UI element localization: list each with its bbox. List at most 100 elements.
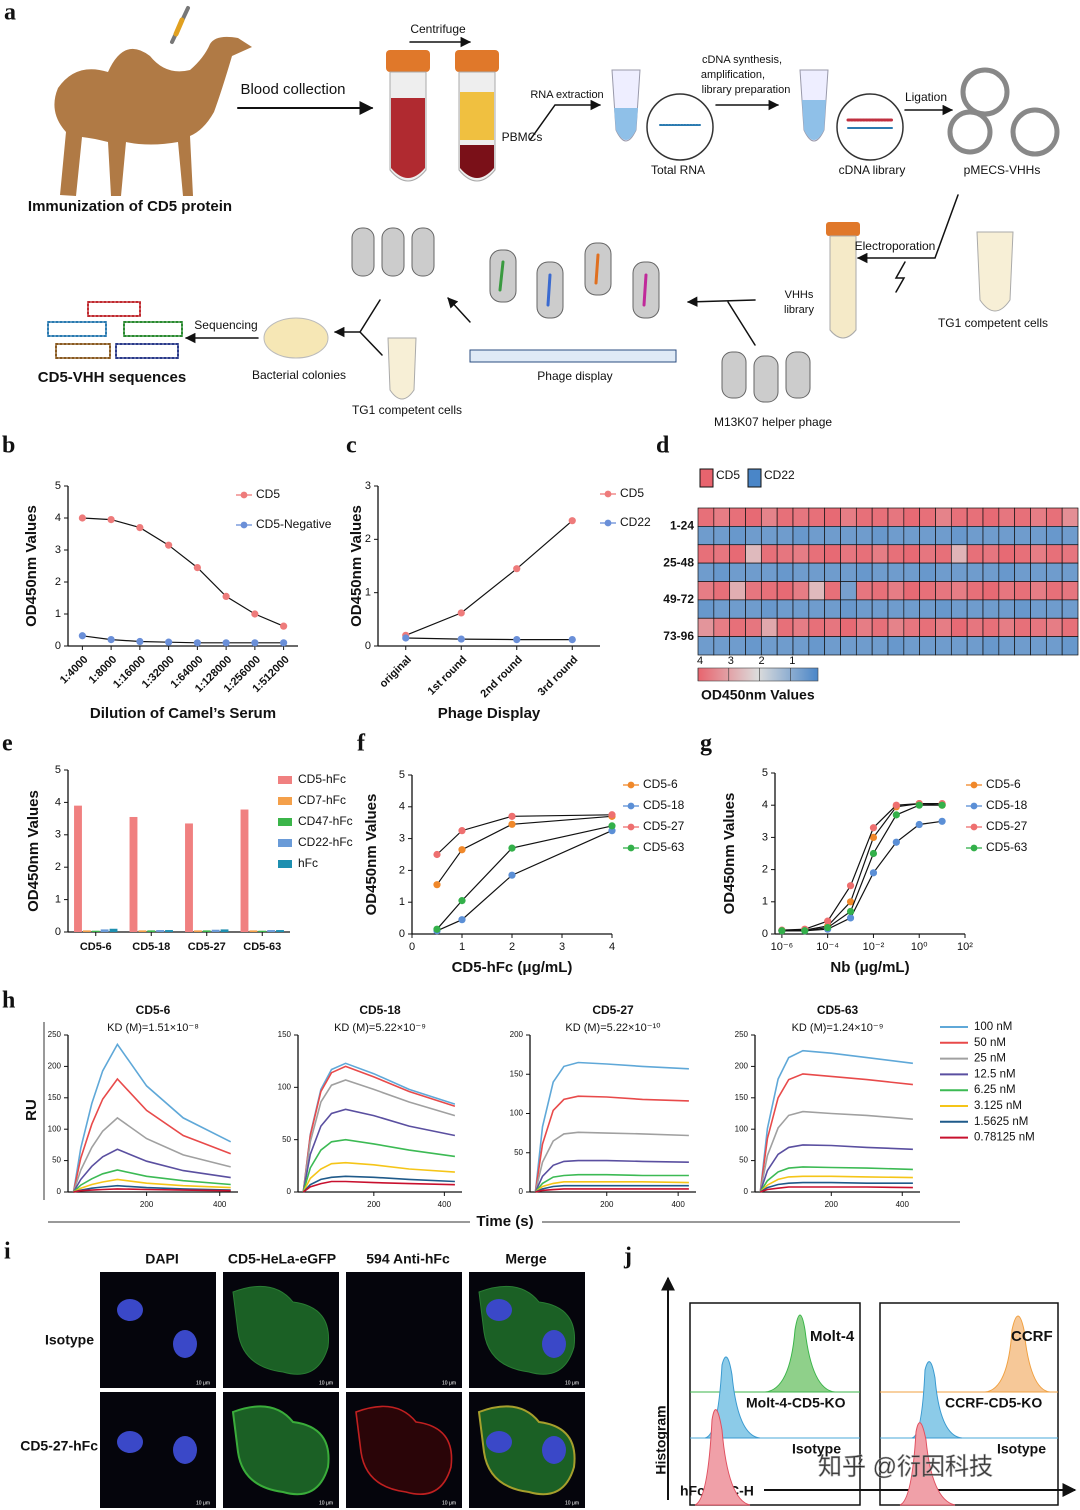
heat-cell	[919, 544, 936, 564]
heat-cell	[966, 507, 984, 527]
heat-cell	[745, 617, 762, 637]
column-header: DAPI	[145, 1251, 178, 1267]
y-axis-title: OD450nm Values	[23, 505, 40, 627]
heat-cell	[824, 507, 841, 527]
heat-cell	[808, 526, 826, 546]
heat-cell	[760, 562, 778, 582]
point	[846, 914, 855, 922]
legend-swatch	[278, 776, 292, 784]
bar	[211, 929, 220, 932]
heat-cell	[855, 526, 873, 546]
column-header: Merge	[505, 1251, 546, 1267]
heat-cell	[1061, 562, 1079, 582]
series-line	[534, 1095, 689, 1193]
panel-title: CD5-18	[359, 1003, 401, 1017]
point	[165, 541, 173, 549]
x-tick-label: 10⁻²	[863, 941, 885, 953]
heat-cell	[935, 599, 952, 619]
heat-cell	[919, 599, 936, 619]
legend-marker	[627, 844, 635, 852]
nucleus	[173, 1436, 197, 1464]
y-tick-label: 50	[739, 1156, 748, 1165]
series-line	[302, 1079, 456, 1193]
point	[568, 636, 576, 644]
y-tick-label: 0	[365, 640, 371, 652]
legend-label: CD5-27	[643, 819, 685, 833]
heat-cell	[760, 544, 778, 564]
heat-cell	[998, 544, 1016, 564]
bar	[249, 930, 258, 932]
x-tick-label: 10⁻⁴	[816, 941, 839, 953]
legend-label: CD5-6	[986, 777, 1021, 791]
heat-cell	[840, 581, 857, 601]
arrow	[686, 296, 756, 307]
vhh	[594, 253, 600, 285]
heat-cell	[824, 544, 841, 564]
point	[778, 927, 786, 935]
bar	[240, 809, 249, 932]
heat-cell	[982, 599, 1000, 619]
heat-cell	[713, 599, 731, 619]
heat-cell	[903, 544, 921, 564]
heat-cell	[903, 526, 921, 546]
heat-cell	[935, 617, 952, 637]
heat-cell	[887, 544, 905, 564]
series-line	[302, 1161, 455, 1193]
heat-cell	[966, 599, 984, 619]
series-line	[436, 814, 613, 855]
colorbar-tick-label: 3	[728, 655, 734, 667]
heat-cell	[729, 562, 746, 582]
heat-cell	[824, 526, 841, 546]
heat-cell	[950, 544, 968, 564]
y-tick-label: 2	[365, 533, 371, 545]
y-tick-label: 0	[744, 1187, 749, 1196]
point	[508, 844, 516, 852]
y-tick-label: 0	[55, 926, 61, 938]
point	[869, 849, 878, 858]
point	[458, 916, 466, 924]
y-tick-label: 5	[55, 480, 61, 492]
schematic-label: Centrifuge	[410, 22, 466, 36]
row-label: Isotype	[45, 1332, 94, 1348]
y-tick-label: 200	[48, 1062, 62, 1071]
legend-label: 0.78125 nM	[974, 1132, 1035, 1144]
syringe-fill	[173, 17, 185, 37]
micrograph: 10 μm	[346, 1272, 462, 1388]
series-line	[781, 803, 943, 931]
legend-label: CD5-Negative	[256, 517, 332, 531]
heat-cell	[760, 599, 778, 619]
point	[508, 820, 516, 828]
y-tick-label: 2	[399, 864, 405, 876]
point	[824, 923, 832, 932]
legend-label: CD22	[764, 468, 795, 482]
schematic-label: Total RNA	[651, 163, 705, 177]
y-tick-label: 200	[510, 1030, 524, 1039]
plasma	[460, 92, 494, 140]
x-tick-label: CD5-63	[243, 941, 281, 953]
heat-cell	[713, 562, 731, 582]
heat-cell	[1045, 526, 1063, 546]
heat-cell	[745, 526, 762, 546]
heat-cell	[887, 581, 905, 601]
heat-cell	[966, 526, 984, 546]
y-tick-label: 0	[287, 1187, 292, 1196]
camel	[54, 36, 252, 196]
y-tick-label: 1	[762, 896, 768, 908]
y-label: Histogram	[653, 1405, 669, 1474]
x-tick-label: 200	[140, 1200, 154, 1209]
helper-phage	[721, 351, 747, 399]
series-line	[759, 1049, 913, 1193]
point	[846, 898, 855, 906]
series-line	[436, 815, 613, 886]
plasmid	[947, 109, 993, 155]
colorbar-title: OD450nm Values	[701, 687, 815, 703]
legend-label: CD5-63	[986, 840, 1028, 854]
y-tick-label: 250	[48, 1030, 62, 1039]
heat-cell	[1030, 562, 1047, 582]
micrograph: 10 μm	[100, 1272, 216, 1388]
x-axis-title: Nb (μg/mL)	[830, 959, 909, 976]
y-axis-title: OD450nm Values	[721, 793, 738, 915]
vhh	[642, 273, 648, 307]
x-tick-label: CD5-18	[132, 941, 170, 953]
heat-cell	[729, 599, 746, 619]
